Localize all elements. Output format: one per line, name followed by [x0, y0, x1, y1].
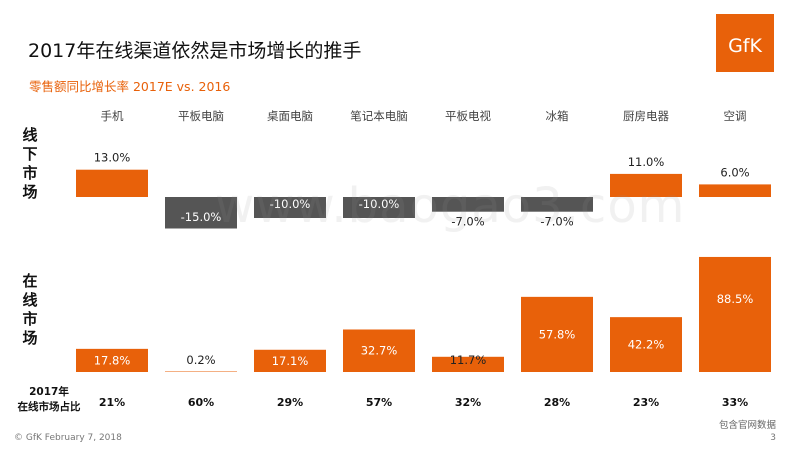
online-label-char: 在 — [22, 272, 38, 290]
online-share-value: 28% — [543, 396, 571, 409]
online-bar — [610, 317, 682, 372]
offline-bar — [76, 169, 148, 197]
online-share-value: 21% — [98, 396, 126, 409]
online-data-label: 0.2% — [186, 353, 215, 367]
offline-data-label: 11.0% — [628, 155, 665, 169]
online-share-title-line: 在线市场占比 — [17, 401, 81, 413]
online-data-label: 57.8% — [539, 327, 576, 341]
online-share-value: 33% — [721, 396, 749, 409]
category-label: 冰箱 — [545, 109, 569, 123]
offline-bar — [610, 173, 682, 197]
category-label: 平板电脑 — [178, 109, 224, 123]
online-share-value: 57% — [365, 396, 393, 409]
online-share-value: 60% — [187, 396, 215, 409]
online-data-label: 88.5% — [717, 292, 754, 306]
online-label-char: 线 — [22, 291, 38, 309]
page-number: 3 — [770, 433, 776, 443]
watermark: www.baogao3.com — [215, 178, 686, 234]
offline-data-label: -10.0% — [359, 197, 400, 211]
offline-data-label: -15.0% — [181, 210, 222, 224]
online-label-char: 市 — [22, 310, 38, 328]
offline-data-label: -7.0% — [540, 215, 573, 229]
offline-market-label: 线 下 市 场 — [20, 126, 40, 202]
online-data-label: 32.7% — [361, 344, 398, 358]
category-label: 桌面电脑 — [267, 109, 313, 123]
online-data-label: 11.7% — [450, 353, 487, 367]
category-label: 空调 — [723, 109, 747, 123]
online-share-value: 29% — [276, 396, 304, 409]
offline-bar — [254, 197, 326, 218]
offline-bar — [432, 197, 504, 212]
source-note: 包含官网数据 — [718, 420, 776, 431]
category-label: 笔记本电脑 — [350, 109, 408, 123]
category-label: 手机 — [100, 109, 124, 123]
offline-data-label: -10.0% — [270, 197, 311, 211]
online-data-label: 17.1% — [272, 354, 309, 368]
online-label-char: 场 — [22, 329, 38, 347]
offline-label-char: 场 — [22, 183, 38, 201]
online-data-label: 42.2% — [628, 338, 665, 352]
online-bar — [343, 329, 415, 372]
online-share-value: 23% — [632, 396, 660, 409]
online-bar — [521, 296, 593, 372]
online-share-title: 2017年 在线市场占比 — [14, 385, 84, 415]
slide-subtitle: 零售额同比增长率 2017E vs. 2016 — [29, 79, 231, 94]
offline-label-char: 市 — [22, 164, 38, 182]
offline-data-label: 13.0% — [94, 151, 131, 165]
category-label: 厨房电器 — [623, 109, 669, 123]
online-bar — [699, 256, 771, 372]
online-share-value: 32% — [454, 396, 482, 409]
online-bar — [254, 349, 326, 372]
logo-text: GfK — [728, 35, 762, 57]
slide-title: 2017年在线渠道依然是市场增长的推手 — [28, 40, 362, 62]
online-bar — [76, 348, 148, 372]
offline-bar — [343, 197, 415, 218]
offline-label-char: 线 — [22, 126, 38, 144]
offline-bar — [165, 197, 237, 229]
online-market-label: 在 线 市 场 — [20, 272, 40, 348]
offline-bar — [699, 184, 771, 197]
online-bar — [165, 371, 237, 372]
offline-data-label: 6.0% — [720, 165, 749, 179]
online-data-label: 17.8% — [94, 353, 131, 367]
category-label: 平板电视 — [445, 109, 491, 123]
offline-bar — [521, 197, 593, 212]
online-bar — [432, 356, 504, 372]
online-share-title-line: 2017年 — [29, 386, 69, 398]
offline-data-label: -7.0% — [451, 215, 484, 229]
footer-copyright: © GfK February 7, 2018 — [14, 433, 122, 443]
offline-label-char: 下 — [22, 145, 38, 163]
gfk-logo: GfK — [716, 14, 774, 72]
